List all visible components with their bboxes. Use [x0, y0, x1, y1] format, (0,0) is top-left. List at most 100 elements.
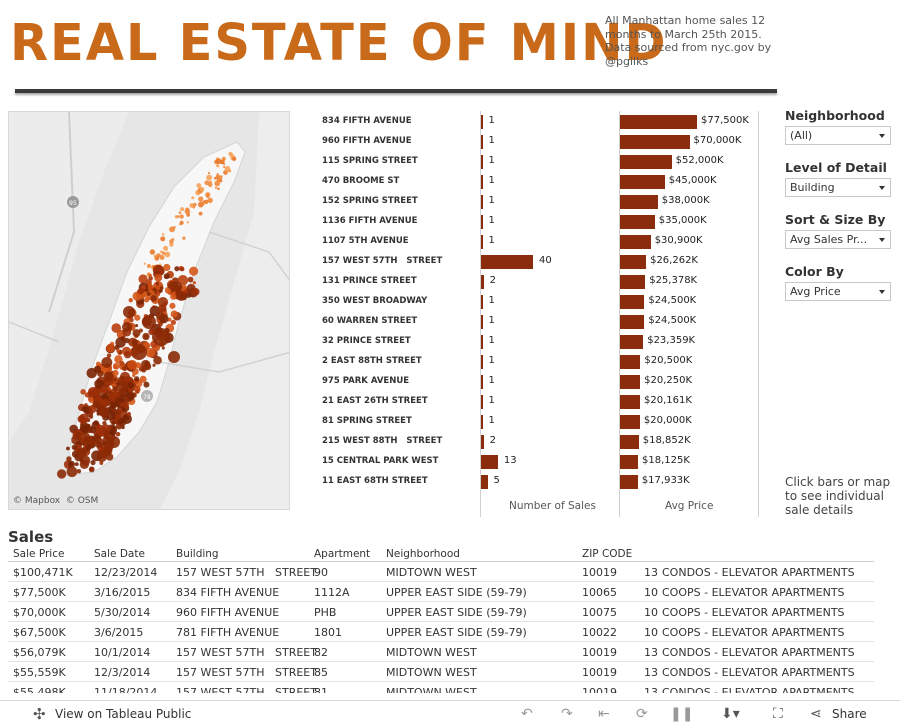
avg-price-bar[interactable]: [620, 235, 651, 249]
sale-point[interactable]: [159, 286, 164, 290]
sales-count-bar[interactable]: [481, 475, 488, 489]
sales-count-bar[interactable]: [481, 435, 484, 449]
sale-point[interactable]: [92, 400, 100, 408]
sale-point[interactable]: [96, 440, 100, 445]
sale-point[interactable]: [143, 381, 150, 388]
mapbox-credit[interactable]: © Mapbox: [13, 496, 61, 506]
table-row[interactable]: $55,559K 12/3/2014 157 WEST 57TH STREET 85 M…: [8, 662, 874, 682]
sale-point[interactable]: [207, 197, 213, 203]
sale-point[interactable]: [101, 356, 113, 368]
sales-count-bar[interactable]: [481, 355, 483, 369]
sale-point[interactable]: [204, 199, 209, 204]
sale-point[interactable]: [146, 291, 151, 297]
sale-point[interactable]: [158, 289, 163, 293]
sale-point[interactable]: [90, 459, 96, 466]
column-header-sale-date[interactable]: Sale Date: [94, 548, 145, 560]
sales-count-bar[interactable]: [481, 175, 483, 189]
sale-point[interactable]: [102, 445, 113, 456]
sale-point[interactable]: [150, 295, 157, 302]
table-row[interactable]: $55,498K 11/18/2014 157 WEST 57TH STREET 81…: [8, 682, 874, 693]
sale-point[interactable]: [93, 420, 99, 426]
sale-point[interactable]: [161, 233, 165, 236]
sales-table[interactable]: Sale Price Sale Date Building Apartment …: [8, 546, 874, 693]
sale-point[interactable]: [214, 180, 221, 187]
sale-point[interactable]: [145, 347, 156, 358]
sale-point[interactable]: [191, 288, 200, 296]
sale-point[interactable]: [128, 298, 133, 303]
sale-point[interactable]: [142, 332, 150, 341]
chart-row[interactable]: 60 WARREN STREET 1 $24,500K: [315, 312, 760, 332]
chart-row[interactable]: 834 FIFTH AVENUE 1 $77,500K: [315, 112, 760, 132]
sales-count-bar[interactable]: [481, 455, 498, 469]
download-icon[interactable]: ⬇▾: [721, 706, 740, 722]
chart-row[interactable]: 32 PRINCE STREET 1 $23,359K: [315, 332, 760, 352]
sale-point[interactable]: [135, 324, 139, 328]
column-header-zip-code[interactable]: ZIP CODE: [582, 548, 633, 560]
sale-point[interactable]: [81, 406, 87, 412]
sale-point[interactable]: [112, 362, 120, 370]
sale-point[interactable]: [232, 156, 237, 161]
sale-point[interactable]: [131, 344, 147, 360]
sales-count-bar[interactable]: [481, 375, 483, 389]
sale-point[interactable]: [176, 290, 186, 301]
sales-bar-chart[interactable]: 834 FIFTH AVENUE 1 $77,500K 960 FIFTH AVENU…: [315, 111, 760, 517]
chart-row[interactable]: 21 EAST 26TH STREET 1 $20,161K: [315, 392, 760, 412]
sale-point[interactable]: [118, 387, 127, 396]
avg-price-bar[interactable]: [620, 375, 641, 389]
sale-point[interactable]: [95, 426, 103, 434]
sale-point[interactable]: [163, 263, 171, 272]
sales-count-bar[interactable]: [481, 395, 483, 409]
sale-point[interactable]: [134, 376, 140, 382]
map-credit[interactable]: © Mapbox © OSM: [13, 496, 98, 506]
sale-point[interactable]: [106, 389, 110, 393]
sale-point[interactable]: [127, 381, 135, 389]
chart-row[interactable]: 960 FIFTH AVENUE 1 $70,000K: [315, 132, 760, 152]
sale-point[interactable]: [196, 183, 202, 189]
sale-point[interactable]: [214, 186, 218, 189]
sale-point[interactable]: [126, 411, 131, 417]
sale-point[interactable]: [111, 323, 122, 333]
sale-point[interactable]: [80, 389, 86, 395]
sale-point[interactable]: [113, 377, 117, 382]
sale-point[interactable]: [153, 254, 157, 258]
sale-point[interactable]: [170, 293, 177, 300]
sales-count-bar[interactable]: [481, 275, 484, 289]
sale-point[interactable]: [198, 211, 203, 216]
sale-point[interactable]: [126, 391, 135, 400]
sale-point[interactable]: [178, 211, 182, 214]
sale-point[interactable]: [192, 202, 197, 207]
sale-point[interactable]: [122, 401, 130, 409]
sale-point[interactable]: [199, 187, 205, 192]
sale-point[interactable]: [216, 164, 220, 168]
sale-point[interactable]: [221, 156, 226, 161]
sale-point[interactable]: [87, 408, 91, 412]
sale-point[interactable]: [132, 329, 141, 338]
sale-point[interactable]: [112, 369, 119, 377]
sale-point[interactable]: [163, 245, 169, 251]
sale-point[interactable]: [171, 281, 183, 292]
chart-row[interactable]: 215 WEST 88TH STREET 2 $18,852K: [315, 432, 760, 452]
sale-point[interactable]: [176, 215, 180, 218]
sale-point[interactable]: [179, 214, 184, 219]
sales-count-bar[interactable]: [481, 415, 483, 429]
sale-point[interactable]: [200, 201, 205, 206]
sale-point[interactable]: [158, 304, 167, 313]
redo-icon[interactable]: ↷: [561, 706, 573, 722]
column-header-building[interactable]: Building: [176, 548, 219, 560]
sale-point[interactable]: [169, 239, 174, 244]
manhattan-map[interactable]: 95 78 © Mapbox © OSM: [8, 111, 290, 510]
sale-point[interactable]: [192, 281, 197, 285]
sale-point[interactable]: [205, 192, 211, 198]
sale-point[interactable]: [207, 182, 213, 188]
sales-count-bar[interactable]: [481, 255, 533, 269]
sale-point[interactable]: [149, 249, 156, 255]
sale-point[interactable]: [119, 360, 125, 367]
sale-point[interactable]: [189, 266, 199, 276]
sale-point[interactable]: [224, 166, 231, 172]
level-of-detail-dropdown[interactable]: Building: [785, 178, 891, 197]
sale-point[interactable]: [105, 429, 109, 433]
sort-size-dropdown[interactable]: Avg Sales Pr...: [785, 230, 891, 249]
sale-point[interactable]: [185, 207, 190, 212]
sale-point[interactable]: [185, 292, 192, 298]
sale-point[interactable]: [173, 226, 176, 229]
